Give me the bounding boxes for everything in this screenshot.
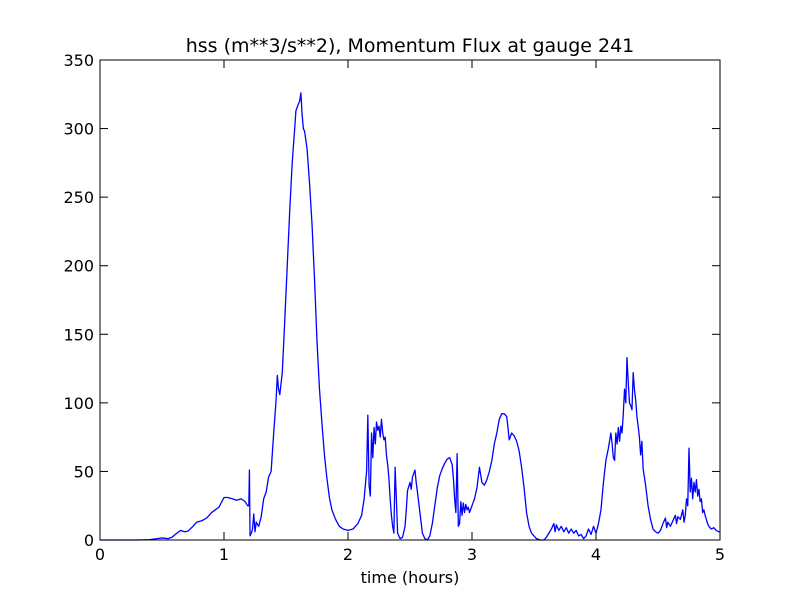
y-tick-label: 250: [63, 188, 94, 207]
y-tick-label: 300: [63, 120, 94, 139]
x-tick-label: 2: [343, 545, 353, 564]
x-tick-label: 1: [219, 545, 229, 564]
series-line-0: [100, 92, 720, 541]
x-tick-label: 0: [95, 545, 105, 564]
x-tick-label: 5: [715, 545, 725, 564]
y-tick-label: 150: [63, 325, 94, 344]
y-tick-label: 0: [84, 531, 94, 550]
x-tick-label: 4: [591, 545, 601, 564]
plot-frame: [99, 59, 721, 541]
y-tick-label: 200: [63, 257, 94, 276]
y-tick-label: 50: [74, 462, 94, 481]
x-axis-label: time (hours): [361, 568, 460, 587]
y-tick-label: 350: [63, 51, 94, 70]
x-tick-label: 3: [467, 545, 477, 564]
chart-title: hss (m**3/s**2), Momentum Flux at gauge …: [186, 35, 635, 57]
y-tick-label: 100: [63, 394, 94, 413]
